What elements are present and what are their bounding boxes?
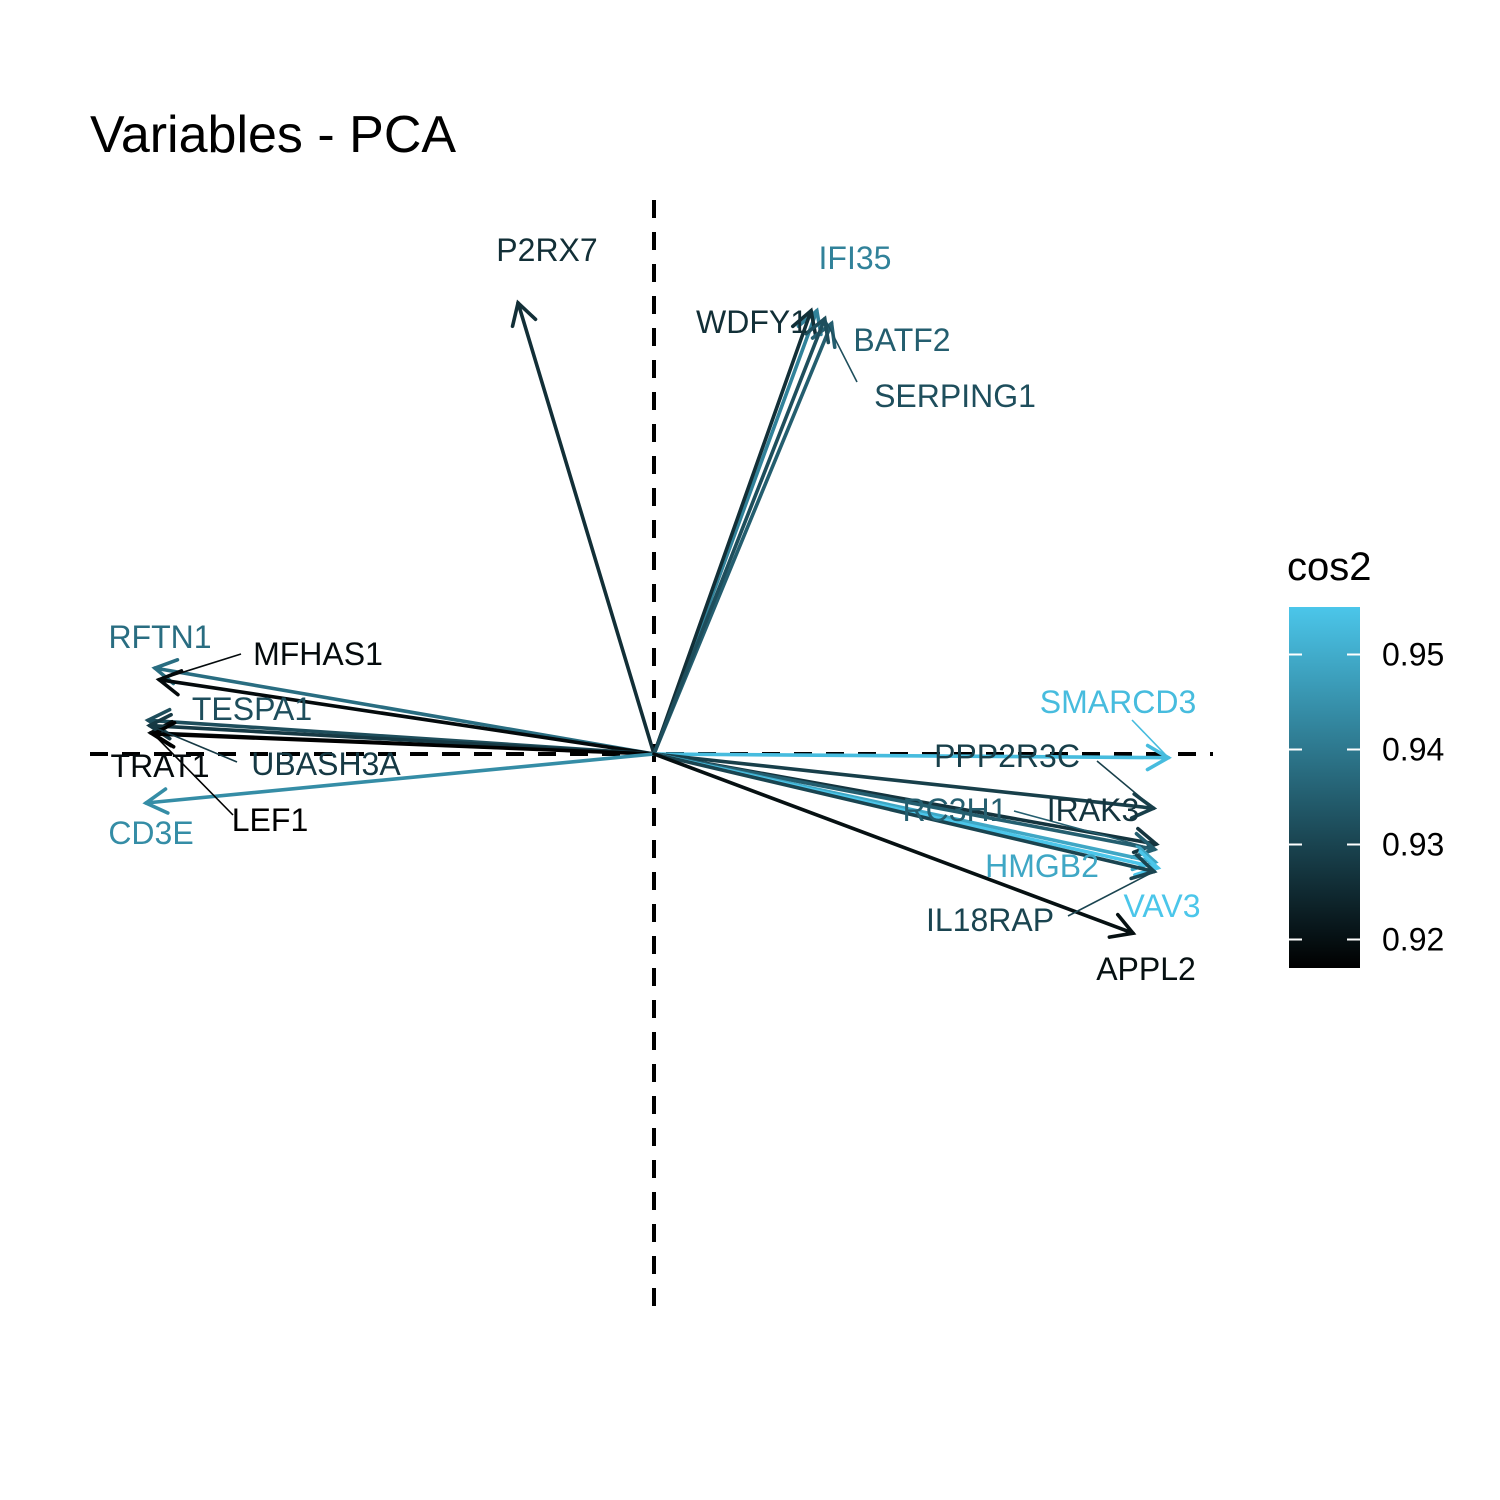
label-cd3e: CD3E [108,815,193,851]
label-lef1: LEF1 [232,802,308,838]
label-ppp2r3c: PPP2R3C [934,738,1080,774]
arrow-serping1 [652,315,831,756]
label-appl2: APPL2 [1096,951,1196,987]
label-wdfy1: WDFY1 [696,304,808,340]
color-legend: cos2 0.92 0.93 0.94 0.95 [1287,545,1444,968]
arrow-cd3e [142,752,656,815]
leader-mfhas1 [158,653,242,681]
label-rc3h1: RC3H1 [903,792,1008,828]
legend-tick-label: 0.92 [1382,922,1444,958]
arrow-smarcd3 [652,743,1172,772]
label-vav3: VAV3 [1123,888,1200,924]
legend-ticks: 0.92 0.93 0.94 0.95 [1289,637,1444,958]
label-irak3: IRAK3 [1047,792,1139,828]
label-p2rx7: P2RX7 [496,232,597,268]
label-mfhas1: MFHAS1 [253,636,383,672]
label-tespa1: TESPA1 [192,691,312,727]
leader-ppp2r3c [1096,760,1155,809]
label-smarcd3: SMARCD3 [1040,684,1196,720]
leader-smarcd3 [1131,719,1169,759]
label-batf2: BATF2 [853,322,950,358]
legend-tick-label: 0.94 [1382,732,1444,768]
label-trat1: TRAT1 [111,748,210,784]
variable-labels: P2RX7 IFI35 WDFY1 BATF2 SERPING1 RFTN1 MFHAS1 T… [108,232,1200,987]
legend-title: cos2 [1287,545,1372,589]
leader-lef1 [152,733,234,816]
label-serping1: SERPING1 [874,378,1036,414]
legend-colorbar [1289,607,1360,968]
label-ubash3a: UBASH3A [251,746,401,782]
leader-il18rap [1067,870,1155,917]
arrow-p2rx7 [510,299,656,756]
label-leader-lines [149,318,1169,917]
label-ifi35: IFI35 [819,240,892,276]
chart-title: Variables - PCA [90,106,456,164]
legend-tick-label: 0.93 [1382,827,1444,863]
arrow-appl2 [652,752,1137,939]
label-rftn1: RFTN1 [108,619,211,655]
label-hmgb2: HMGB2 [985,848,1099,884]
legend-tick-label: 0.95 [1382,637,1444,673]
label-il18rap: IL18RAP [926,902,1054,938]
leader-ubash3a [149,724,238,763]
leader-serping1 [824,318,858,383]
leader-rc3h1 [1013,810,1155,851]
